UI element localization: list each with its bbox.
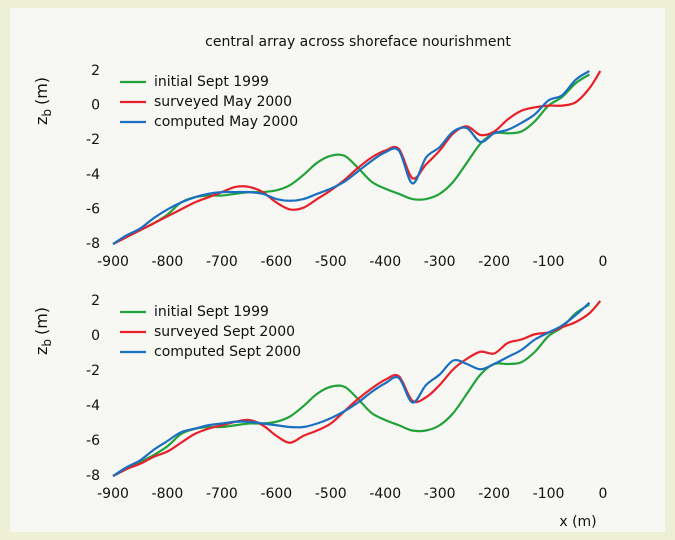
x-tick-label: -500 bbox=[315, 486, 347, 502]
x-tick-label: -200 bbox=[478, 486, 510, 502]
x-tick-label: -100 bbox=[533, 486, 565, 502]
y-axis-label: zb (m) bbox=[32, 307, 54, 355]
y-tick-label: -8 bbox=[86, 468, 100, 484]
y-label-subscript: b bbox=[40, 339, 54, 347]
y-tick-label: -4 bbox=[86, 167, 100, 183]
x-tick-label: -300 bbox=[424, 254, 456, 270]
legend-label: surveyed May 2000 bbox=[154, 94, 292, 110]
y-tick-label: -6 bbox=[86, 201, 100, 217]
x-tick-label: 0 bbox=[599, 254, 608, 270]
x-tick-label: -700 bbox=[206, 486, 238, 502]
y-label-symbol: z bbox=[32, 117, 51, 125]
x-tick-label: 0 bbox=[599, 486, 608, 502]
data-line bbox=[112, 70, 590, 245]
panel bbox=[10, 8, 665, 532]
x-tick-label: -600 bbox=[260, 486, 292, 502]
y-tick-label: -2 bbox=[86, 363, 100, 379]
x-tick-label: -800 bbox=[152, 486, 184, 502]
data-line bbox=[112, 70, 602, 245]
data-line bbox=[112, 301, 591, 477]
x-tick-label: -500 bbox=[315, 254, 347, 270]
x-tick-label: -600 bbox=[260, 254, 292, 270]
y-label-symbol: z bbox=[32, 347, 51, 355]
legend-label: computed Sept 2000 bbox=[154, 344, 301, 360]
y-tick-label: -6 bbox=[86, 433, 100, 449]
x-tick-label: -400 bbox=[369, 486, 401, 502]
y-tick-label: 0 bbox=[91, 98, 100, 114]
y-tick-label: 2 bbox=[91, 293, 100, 309]
y-label-subscript: b bbox=[40, 109, 54, 117]
legend-label: initial Sept 1999 bbox=[154, 74, 269, 90]
y-tick-label: -4 bbox=[86, 398, 100, 414]
data-line bbox=[112, 300, 602, 477]
legend-label: computed May 2000 bbox=[154, 114, 298, 130]
x-tick-label: -900 bbox=[97, 486, 129, 502]
x-tick-label: -200 bbox=[478, 254, 510, 270]
y-axis-label: zb (m) bbox=[32, 77, 54, 125]
x-tick-label: -300 bbox=[424, 486, 456, 502]
legend-label: surveyed Sept 2000 bbox=[154, 324, 295, 340]
x-tick-label: -700 bbox=[206, 254, 238, 270]
x-tick-label: -400 bbox=[369, 254, 401, 270]
legend-label: initial Sept 1999 bbox=[154, 304, 269, 320]
x-tick-label: -900 bbox=[97, 254, 129, 270]
x-tick-label: -100 bbox=[533, 254, 565, 270]
x-axis-label: x (m) bbox=[559, 514, 596, 530]
x-tick-label: -800 bbox=[152, 254, 184, 270]
chart-title: central array across shoreface nourishme… bbox=[205, 34, 511, 50]
y-label-unit: (m) bbox=[32, 77, 51, 105]
y-tick-label: 2 bbox=[91, 63, 100, 79]
y-tick-label: 0 bbox=[91, 328, 100, 344]
y-label-unit: (m) bbox=[32, 307, 51, 335]
y-tick-label: -8 bbox=[86, 236, 100, 252]
y-tick-label: -2 bbox=[86, 132, 100, 148]
